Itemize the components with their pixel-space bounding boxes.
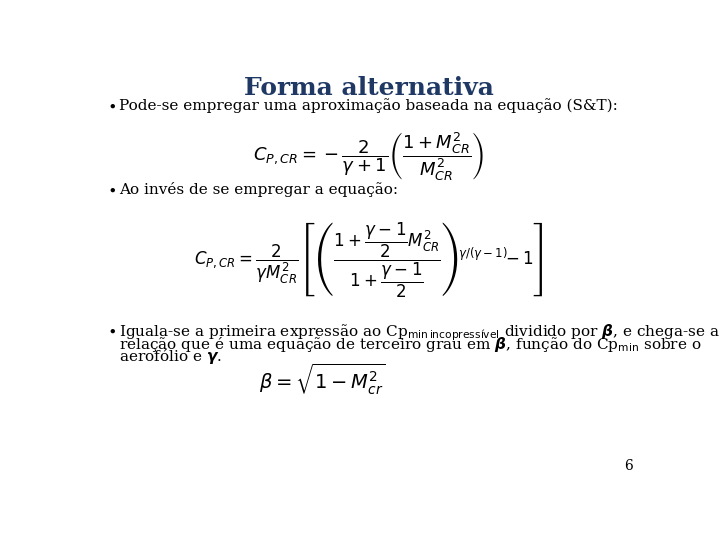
Text: Iguala-se a primeira expressão ao Cp$_{\mathrm{min\,incopressível}}$ dividido po: Iguala-se a primeira expressão ao Cp$_{\…	[120, 323, 720, 343]
Text: $\beta = \sqrt{1-M_{cr}^{2}}$: $\beta = \sqrt{1-M_{cr}^{2}}$	[259, 361, 386, 396]
Text: $\bullet$: $\bullet$	[107, 182, 116, 197]
Text: Forma alternativa: Forma alternativa	[244, 76, 494, 100]
Text: $\bullet$: $\bullet$	[107, 98, 116, 113]
Text: $\bullet$: $\bullet$	[107, 323, 116, 338]
Text: 6: 6	[624, 459, 632, 473]
Text: Pode-se empregar uma aproximação baseada na equação (S&T):: Pode-se empregar uma aproximação baseada…	[120, 98, 618, 113]
Text: Ao invés de se empregar a equação:: Ao invés de se empregar a equação:	[120, 182, 399, 197]
Text: aerofólio e $\boldsymbol{\gamma}$.: aerofólio e $\boldsymbol{\gamma}$.	[120, 347, 222, 366]
Text: $C_{P,CR} = \dfrac{2}{\gamma M_{CR}^{2}}\left[\left(\dfrac{1+\dfrac{\gamma-1}{2}: $C_{P,CR} = \dfrac{2}{\gamma M_{CR}^{2}}…	[194, 220, 544, 300]
Text: relação que é uma equação de terceiro grau em $\boldsymbol{\beta}$, função do Cp: relação que é uma equação de terceiro gr…	[120, 335, 702, 354]
Text: $C_{P,CR} = -\dfrac{2}{\gamma+1}\left(\dfrac{1+M_{CR}^{2}}{M_{CR}^{2}}\right)$: $C_{P,CR} = -\dfrac{2}{\gamma+1}\left(\d…	[253, 130, 485, 183]
